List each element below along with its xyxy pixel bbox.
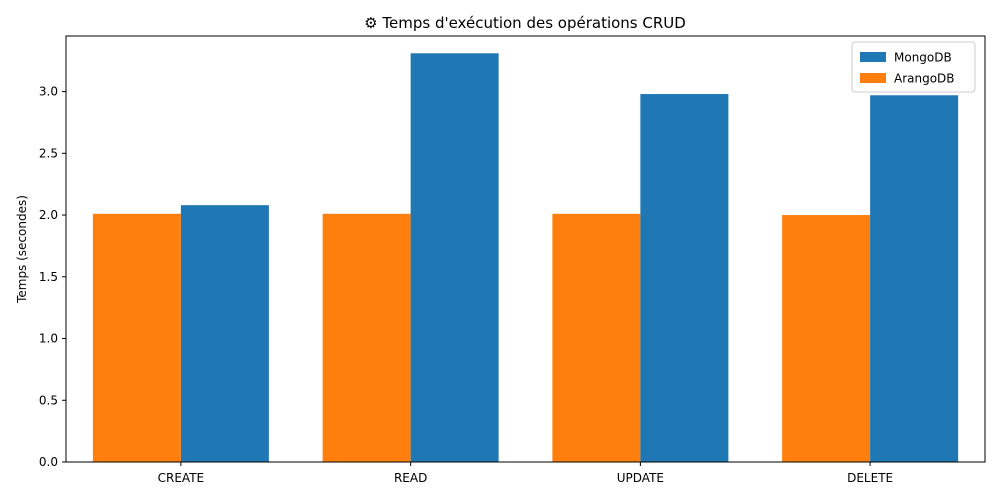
chart-title: ⚙ Temps d'exécution des opérations CRUD bbox=[364, 14, 686, 32]
y-tick-label: 3.0 bbox=[39, 85, 58, 99]
y-tick-label: 1.0 bbox=[39, 332, 58, 346]
y-tick-label: 2.0 bbox=[39, 208, 58, 222]
legend: MongoDB ArangoDB bbox=[851, 41, 976, 93]
legend-swatch-mongodb bbox=[860, 52, 886, 62]
y-tick-label: 1.5 bbox=[39, 270, 58, 284]
y-axis-label: Temps (secondes) bbox=[15, 195, 29, 304]
bar-arangodb-update bbox=[552, 213, 641, 462]
bars-layer bbox=[92, 53, 959, 462]
x-tick-label: DELETE bbox=[847, 471, 893, 485]
bar-arangodb-create bbox=[92, 213, 181, 462]
y-tick-label: 0.0 bbox=[39, 455, 58, 469]
bar-mongodb-read bbox=[410, 53, 499, 462]
bar-mongodb-delete bbox=[870, 95, 959, 462]
x-tick-label: READ bbox=[394, 471, 427, 485]
x-tick-label: UPDATE bbox=[617, 471, 664, 485]
bar-mongodb-create bbox=[180, 205, 269, 462]
legend-label-mongodb: MongoDB bbox=[894, 51, 952, 65]
plot-frame bbox=[65, 35, 986, 463]
x-tick-label: CREATE bbox=[158, 471, 205, 485]
bar-arangodb-delete bbox=[782, 215, 871, 462]
legend-label-arangodb: ArangoDB bbox=[894, 72, 955, 86]
bar-mongodb-update bbox=[640, 94, 729, 462]
legend-swatch-arangodb bbox=[860, 73, 886, 83]
axes-layer: CREATE READ UPDATE DELETE 0.0 0.5 1.0 1.5 2.0 2.5… bbox=[39, 35, 986, 485]
y-tick-label: 2.5 bbox=[39, 146, 58, 160]
y-tick-label: 0.5 bbox=[39, 393, 58, 407]
bar-arangodb-read bbox=[322, 213, 411, 462]
